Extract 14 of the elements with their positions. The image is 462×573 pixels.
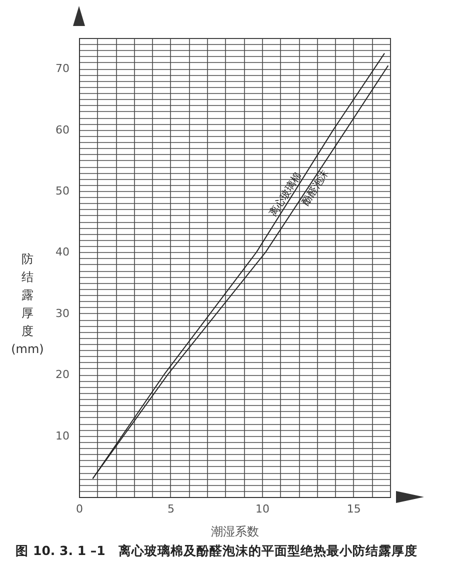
y-tick-label: 20 [56, 368, 70, 382]
text: 图 10. 3. 1 –1 离心玻璃棉及酚醛泡沫的平面型绝热最小防结露厚度 [16, 543, 418, 558]
y-tick-label: 40 [56, 246, 70, 259]
y-tick-label: 10 [56, 429, 70, 442]
y-tick-label: 50 [56, 184, 70, 198]
y-tick-label: 60 [56, 123, 70, 136]
y-axis-title: 防结露厚度(mm) [11, 252, 44, 356]
x-tick-label: 5 [167, 502, 174, 516]
y-tick-label: 70 [56, 62, 70, 76]
x-tick-label: 15 [346, 502, 361, 516]
y-tick-label: 30 [56, 306, 70, 320]
x-tick-label: 10 [255, 502, 270, 516]
x-axis-title: 潮湿系数 [211, 524, 259, 538]
x-tick-label: 0 [76, 502, 83, 516]
